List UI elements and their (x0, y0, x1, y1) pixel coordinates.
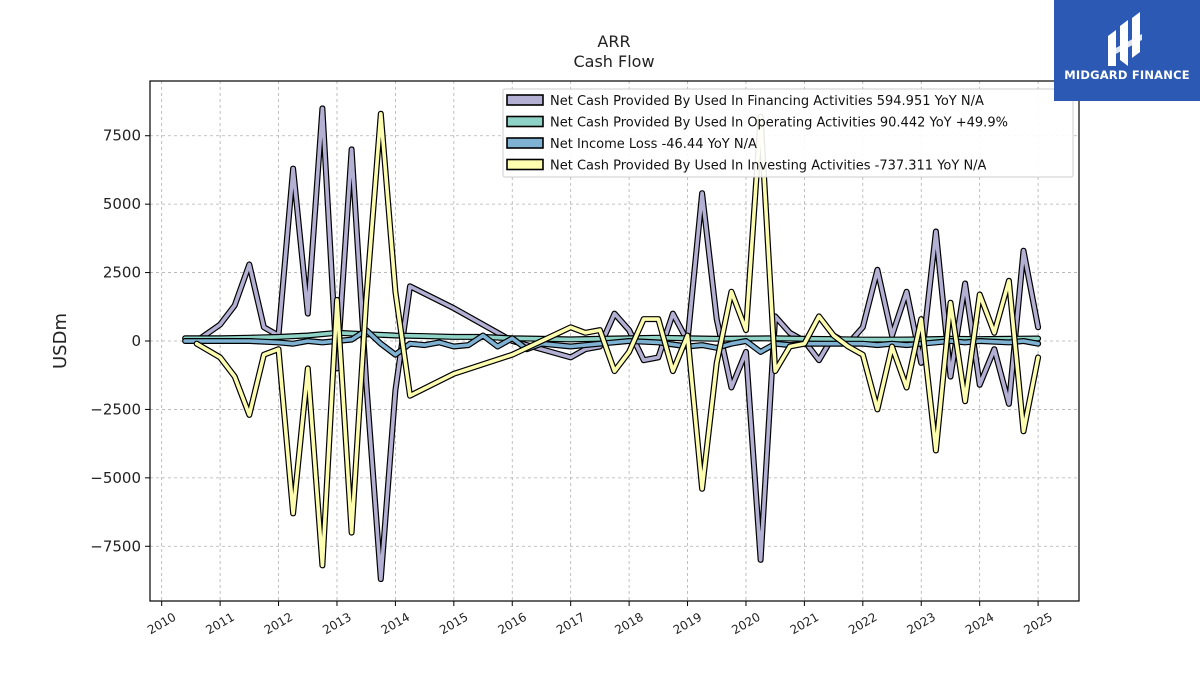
x-tick-label: 2011 (203, 610, 236, 637)
x-tick-label: 2013 (320, 610, 353, 637)
y-tick-label: 2500 (103, 264, 141, 282)
x-tick-label: 2024 (963, 610, 996, 637)
series-line (194, 112, 1040, 568)
legend-entry: Net Cash Provided By Used In Operating A… (550, 116, 1008, 131)
series-line (183, 328, 1040, 357)
y-tick-label: 0 (131, 332, 141, 350)
chart-title: ARR (597, 32, 630, 51)
legend-swatch (506, 158, 544, 171)
legend-entry: Net Cash Provided By Used In Investing A… (550, 159, 987, 174)
y-tick-label: 7500 (103, 127, 141, 145)
x-tick-label: 2023 (905, 610, 938, 637)
x-axis-ticks: 2010 2011 2012 2013 2014 2015 2016 2017 2018 2019… (145, 601, 1055, 637)
legend-box (502, 88, 1074, 178)
y-tick-label: −7500 (90, 537, 141, 555)
y-axis-ticks: −7500 −5000 −2500 0 2500 5000 7500 (90, 127, 150, 555)
x-tick-label: 2010 (145, 610, 178, 637)
legend-swatch (506, 115, 544, 128)
x-tick-label: 2025 (1021, 610, 1054, 637)
chart-subtitle: Cash Flow (573, 52, 654, 71)
x-tick-label: 2012 (262, 610, 295, 637)
x-tick-label: 2022 (846, 610, 879, 637)
y-tick-label: −2500 (90, 400, 141, 418)
legend: Net Cash Provided By Used In Financing A… (502, 88, 1074, 178)
legend-entry: Net Income Loss -46.44 YoY N/A (550, 137, 757, 152)
series-lines (182, 105, 1042, 583)
legend-swatch (506, 94, 544, 106)
brand-name: MIDGARD FINANCE (1064, 68, 1190, 82)
x-tick-label: 2018 (612, 610, 645, 637)
x-tick-label: 2015 (437, 610, 470, 637)
y-tick-label: 5000 (103, 195, 141, 213)
x-tick-label: 2016 (496, 610, 529, 637)
brand-logo: MIDGARD FINANCE (1054, 0, 1200, 101)
x-tick-label: 2021 (788, 610, 821, 637)
x-tick-label: 2017 (554, 610, 587, 637)
y-axis-label: USDm (50, 313, 71, 369)
legend-entry: Net Cash Provided By Used In Financing A… (550, 94, 984, 109)
x-tick-label: 2014 (379, 610, 412, 637)
y-tick-label: −5000 (90, 469, 141, 487)
series-line (183, 330, 1040, 342)
x-tick-label: 2020 (729, 610, 762, 637)
legend-swatch (506, 137, 544, 149)
x-tick-label: 2019 (671, 610, 704, 637)
midgard-logo-icon (1108, 12, 1142, 66)
